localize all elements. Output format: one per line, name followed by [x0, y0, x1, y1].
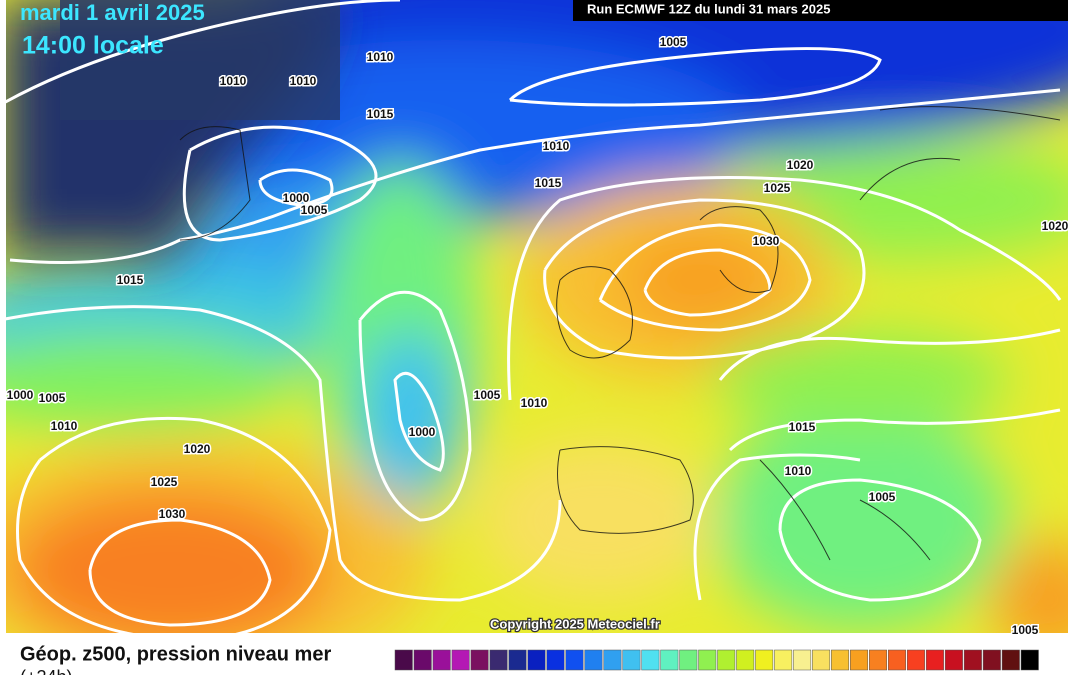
- isobar-label: 1000: [283, 191, 310, 205]
- color-swatch: [1020, 649, 1039, 671]
- time: 14:00 locale: [22, 32, 164, 60]
- color-swatch: [812, 649, 831, 671]
- color-swatch: [887, 649, 906, 671]
- color-swatch: [489, 649, 508, 671]
- color-swatch: [698, 649, 717, 671]
- isobar-label: 1010: [51, 419, 78, 433]
- color-swatch: [906, 649, 925, 671]
- color-swatch: [963, 649, 982, 671]
- isobar-label: 1010: [290, 74, 317, 88]
- color-swatch: [717, 649, 736, 671]
- isobar-label: 1020: [787, 158, 814, 172]
- isobar-label: 1005: [1012, 623, 1039, 637]
- color-swatch: [736, 649, 755, 671]
- isobar-label: 1030: [753, 234, 780, 248]
- color-swatch: [451, 649, 470, 671]
- isobar-label: 1015: [789, 420, 816, 434]
- color-swatch: [831, 649, 850, 671]
- isobar-label: 1000: [409, 425, 436, 439]
- isobar-label: 1015: [117, 273, 144, 287]
- color-swatch: [546, 649, 565, 671]
- color-swatch: [793, 649, 812, 671]
- isobar-label: 1005: [869, 490, 896, 504]
- color-swatch: [603, 649, 622, 671]
- color-swatch: [660, 649, 679, 671]
- isobar-labels: 1010 1010 1010 1015 1005 1010 1015 1020 1025 1030…: [5, 34, 1070, 639]
- color-swatch: [944, 649, 963, 671]
- isobar-label: 1025: [151, 475, 178, 489]
- color-swatch: [982, 649, 1001, 671]
- color-swatch: [850, 649, 869, 671]
- isobar-label: 1000: [7, 388, 34, 402]
- isobar-label: 1020: [1042, 219, 1069, 233]
- coastlines: [179, 106, 1061, 561]
- run-info: Run ECMWF 12Z du lundi 31 mars 2025: [587, 1, 830, 16]
- color-swatch: [584, 649, 603, 671]
- step: (+24h): [20, 667, 73, 675]
- isobar-label: 1010: [220, 74, 247, 88]
- color-swatch: [774, 649, 793, 671]
- color-swatch: [565, 649, 584, 671]
- color-swatch: [622, 649, 641, 671]
- isobar-label: 1010: [521, 396, 548, 410]
- color-swatch: [470, 649, 489, 671]
- isobar-label: 1005: [660, 35, 687, 49]
- isobar-label: 1015: [535, 176, 562, 190]
- color-swatch: [641, 649, 660, 671]
- color-swatch: [679, 649, 698, 671]
- color-swatch: [394, 649, 413, 671]
- color-swatch: [1001, 649, 1020, 671]
- isobars: [6, 0, 1062, 633]
- isobar-label: 1015: [367, 107, 394, 121]
- isobar-label: 1005: [474, 388, 501, 402]
- isobar-label: 1005: [39, 391, 66, 405]
- caption: Géop. z500, pression niveau mer: [20, 643, 331, 665]
- color-swatch: [755, 649, 774, 671]
- isobar-label: 1010: [785, 464, 812, 478]
- isobar-label: 1005: [301, 203, 328, 217]
- isobar-label: 1010: [367, 50, 394, 64]
- run-box: [573, 0, 1068, 21]
- color-swatch: [508, 649, 527, 671]
- color-scale: [394, 649, 1039, 671]
- isobar-label: 1010: [543, 139, 570, 153]
- isobar-label: 1020: [184, 442, 211, 456]
- isobar-label: 1030: [159, 507, 186, 521]
- color-swatch: [869, 649, 887, 671]
- date: mardi 1 avril 2025: [20, 0, 205, 25]
- color-swatch: [527, 649, 546, 671]
- color-swatch: [413, 649, 432, 671]
- color-swatch: [432, 649, 451, 671]
- color-swatch: [925, 649, 944, 671]
- copyright: Copyright 2025 Meteociel.fr: [490, 616, 660, 631]
- isobar-label: 1025: [764, 181, 791, 195]
